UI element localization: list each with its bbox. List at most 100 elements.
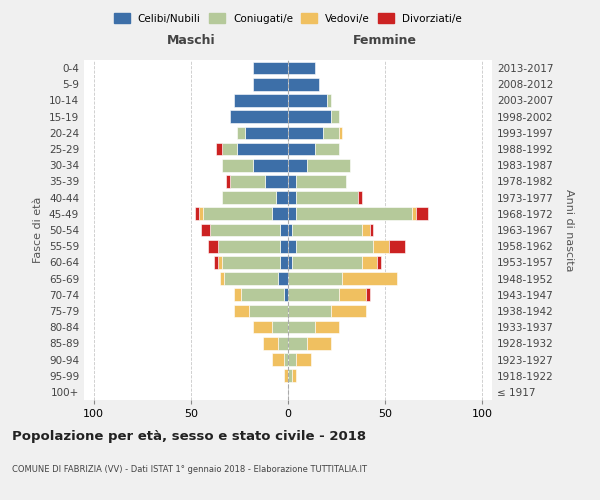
Bar [238, 126, 245, 139]
Bar [233, 304, 249, 318]
Bar [203, 208, 272, 220]
Bar [331, 110, 338, 123]
Bar [416, 208, 428, 220]
Bar [222, 142, 238, 156]
Bar [210, 224, 280, 236]
Bar [307, 337, 331, 349]
Bar [200, 224, 210, 236]
Bar [253, 62, 288, 74]
Bar [296, 175, 346, 188]
Bar [265, 175, 288, 188]
Bar [253, 159, 288, 172]
Bar [278, 337, 288, 349]
Bar [412, 208, 416, 220]
Bar [292, 256, 362, 268]
Bar [296, 208, 412, 220]
Bar [288, 62, 315, 74]
Bar [195, 208, 199, 220]
Bar [315, 142, 338, 156]
Y-axis label: Anni di nascita: Anni di nascita [565, 188, 574, 271]
Bar [284, 288, 288, 301]
Bar [284, 370, 288, 382]
Bar [315, 321, 338, 334]
Bar [307, 159, 350, 172]
Bar [288, 110, 331, 123]
Bar [249, 304, 288, 318]
Bar [288, 256, 292, 268]
Bar [288, 272, 343, 285]
Bar [222, 192, 277, 204]
Bar [288, 192, 296, 204]
Bar [218, 256, 222, 268]
Bar [288, 353, 296, 366]
Bar [362, 256, 377, 268]
Bar [214, 256, 218, 268]
Bar [230, 110, 288, 123]
Bar [280, 240, 288, 252]
Bar [220, 272, 224, 285]
Bar [288, 224, 292, 236]
Bar [331, 304, 366, 318]
Y-axis label: Fasce di età: Fasce di età [34, 197, 43, 263]
Bar [362, 224, 370, 236]
Bar [288, 94, 327, 107]
Bar [288, 370, 292, 382]
Text: Maschi: Maschi [167, 34, 215, 47]
Bar [338, 126, 343, 139]
Bar [280, 224, 288, 236]
Bar [253, 321, 272, 334]
Bar [389, 240, 404, 252]
Bar [288, 126, 323, 139]
Bar [216, 142, 222, 156]
Text: COMUNE DI FABRIZIA (VV) - Dati ISTAT 1° gennaio 2018 - Elaborazione TUTTITALIA.I: COMUNE DI FABRIZIA (VV) - Dati ISTAT 1° … [12, 465, 367, 474]
Bar [288, 321, 315, 334]
Bar [288, 142, 315, 156]
Bar [288, 159, 307, 172]
Bar [288, 78, 319, 90]
Bar [218, 240, 280, 252]
Bar [222, 256, 280, 268]
Bar [370, 224, 373, 236]
Bar [238, 142, 288, 156]
Bar [327, 94, 331, 107]
Bar [224, 272, 278, 285]
Bar [292, 370, 296, 382]
Bar [366, 288, 370, 301]
Bar [323, 126, 338, 139]
Bar [288, 337, 307, 349]
Bar [377, 256, 381, 268]
Bar [288, 288, 338, 301]
Bar [358, 192, 362, 204]
Text: Popolazione per età, sesso e stato civile - 2018: Popolazione per età, sesso e stato civil… [12, 430, 366, 443]
Bar [272, 321, 288, 334]
Bar [245, 126, 288, 139]
Bar [208, 240, 218, 252]
Bar [233, 94, 288, 107]
Bar [253, 78, 288, 90]
Bar [373, 240, 389, 252]
Bar [296, 192, 358, 204]
Bar [199, 208, 203, 220]
Bar [288, 175, 296, 188]
Bar [288, 208, 296, 220]
Bar [241, 288, 284, 301]
Bar [272, 353, 284, 366]
Bar [292, 224, 362, 236]
Bar [343, 272, 397, 285]
Bar [280, 256, 288, 268]
Bar [288, 240, 296, 252]
Bar [296, 353, 311, 366]
Bar [296, 240, 373, 252]
Bar [338, 288, 366, 301]
Bar [230, 175, 265, 188]
Bar [272, 208, 288, 220]
Bar [233, 288, 241, 301]
Text: Femmine: Femmine [353, 34, 417, 47]
Bar [263, 337, 278, 349]
Bar [277, 192, 288, 204]
Bar [278, 272, 288, 285]
Bar [288, 304, 331, 318]
Bar [284, 353, 288, 366]
Bar [222, 159, 253, 172]
Legend: Celibi/Nubili, Coniugati/e, Vedovi/e, Divorziati/e: Celibi/Nubili, Coniugati/e, Vedovi/e, Di… [111, 10, 465, 26]
